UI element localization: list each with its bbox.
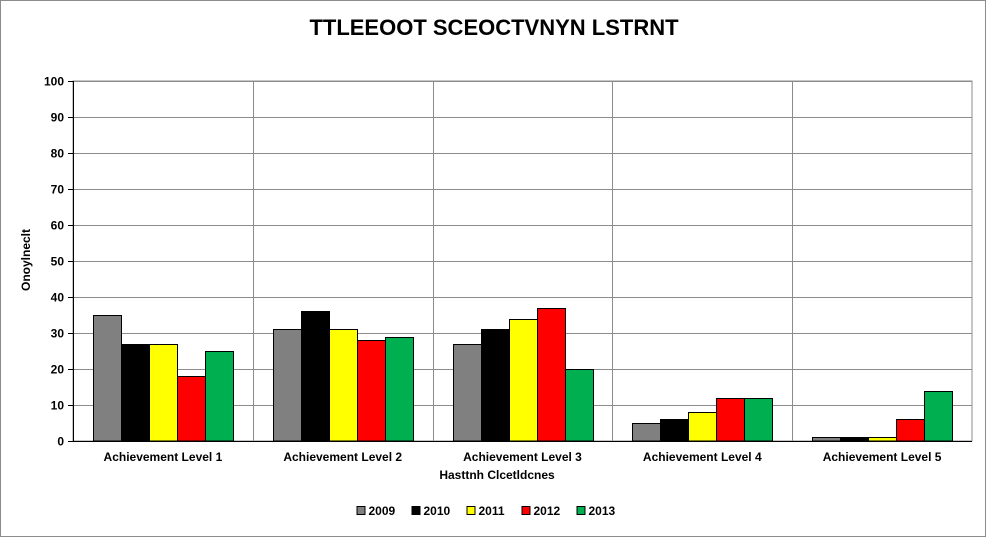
bar	[924, 391, 953, 442]
y-tick-label: 0	[57, 435, 64, 449]
bar	[716, 398, 745, 442]
bar	[509, 319, 538, 442]
y-tick-label: 30	[51, 327, 65, 341]
bar	[93, 315, 122, 442]
legend-label: 2010	[424, 504, 451, 518]
bar	[632, 423, 661, 442]
chart-title: TTLEEOOT SCEOCTVNYN LSTRNT	[309, 15, 679, 40]
bar	[812, 437, 841, 442]
legend: 2009 2010 2011 2012 2013	[356, 504, 616, 518]
legend-swatch	[356, 506, 366, 515]
x-axis-title: Hasttnh Clcetldcnes	[439, 468, 555, 482]
y-axis-title: Onoylneclt	[19, 229, 33, 291]
y-tick-label: 100	[44, 75, 64, 89]
bar	[453, 344, 482, 442]
y-tick-label: 60	[51, 219, 65, 233]
legend-label: 2013	[589, 504, 616, 518]
axes	[68, 81, 972, 442]
y-tick-label: 90	[51, 111, 65, 125]
y-tick-label: 20	[51, 363, 65, 377]
bar	[868, 437, 897, 442]
x-category-label: Achievement Level 1	[104, 450, 223, 464]
y-tick-label: 10	[51, 399, 65, 413]
legend-swatch	[411, 506, 421, 515]
legend-swatch	[576, 506, 586, 515]
x-category-labels: Achievement Level 1 Achievement Level 2 Ac…	[104, 450, 942, 464]
legend-swatch	[521, 506, 531, 515]
bar	[481, 329, 510, 442]
bar	[329, 329, 358, 442]
legend-label: 2009	[369, 504, 396, 518]
bar	[660, 419, 689, 442]
y-tick-label: 40	[51, 291, 65, 305]
bar	[688, 412, 717, 442]
bar	[840, 437, 869, 442]
x-category-label: Achievement Level 4	[643, 450, 762, 464]
x-category-label: Achievement Level 5	[823, 450, 942, 464]
y-tick-labels: 0 10 20 30 40 50 60 70 80 90 100	[44, 75, 64, 449]
y-tick-label: 80	[51, 147, 65, 161]
x-category-label: Achievement Level 2	[283, 450, 402, 464]
legend-swatch	[466, 506, 476, 515]
legend-label: 2011	[479, 504, 505, 518]
bar	[301, 311, 330, 442]
bar	[385, 337, 414, 442]
bar	[205, 351, 234, 442]
x-category-label: Achievement Level 3	[463, 450, 582, 464]
bar	[537, 308, 566, 442]
bar	[121, 344, 150, 442]
bar	[357, 340, 386, 442]
bar	[149, 344, 178, 442]
legend-label: 2012	[534, 504, 561, 518]
bar	[565, 369, 594, 442]
bar	[273, 329, 302, 442]
bar	[744, 398, 773, 442]
y-tick-label: 70	[51, 183, 65, 197]
bar	[177, 376, 206, 442]
bar	[896, 419, 925, 442]
bars	[93, 308, 953, 442]
y-tick-label: 50	[51, 255, 65, 269]
